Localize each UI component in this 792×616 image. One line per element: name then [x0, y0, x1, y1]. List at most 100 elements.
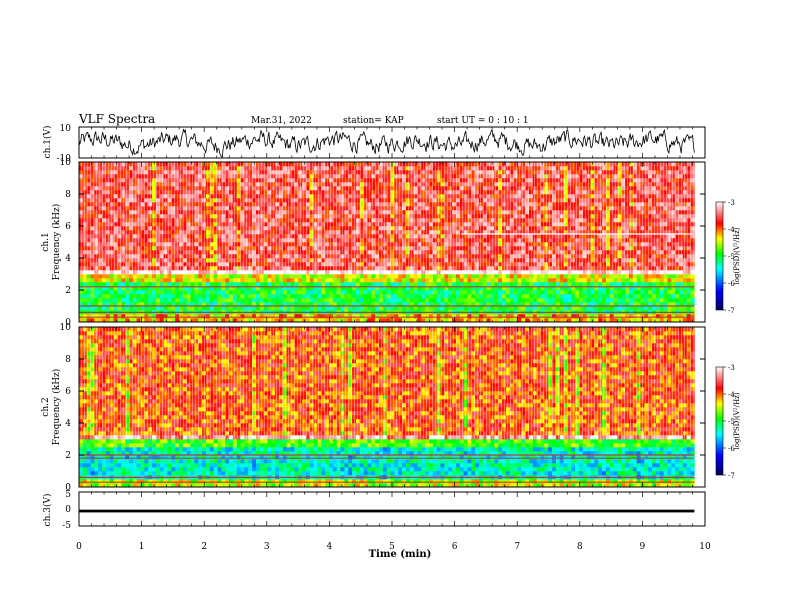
spectrogram-cell	[482, 318, 487, 323]
spectrogram-cell	[548, 298, 553, 303]
spectrogram-cell	[521, 306, 526, 311]
spectrogram-cell	[482, 282, 487, 287]
spectrogram-cell	[505, 286, 511, 291]
spectrogram-cell	[359, 278, 364, 283]
spectrogram-cell	[475, 318, 480, 323]
spectrogram-cell	[86, 306, 91, 311]
spectrogram-cell	[344, 294, 349, 299]
spectrogram-cell	[498, 286, 503, 291]
spectrogram-cell	[117, 298, 122, 303]
spectrogram-cell	[109, 314, 114, 319]
spectrogram-cell	[417, 318, 422, 323]
spectrogram-cell	[232, 318, 237, 323]
spectrogram-cell	[175, 294, 180, 299]
spectrogram-cell	[113, 294, 118, 299]
spectrogram-cell	[275, 278, 280, 283]
spectrogram-cell	[79, 282, 84, 287]
spectrogram-cell	[386, 302, 391, 307]
spectrogram-cell	[455, 302, 461, 307]
spectrogram-cell	[317, 306, 322, 311]
spectrogram-cell	[217, 282, 222, 287]
spectrogram-cell	[398, 302, 403, 307]
spectrogram-cell	[202, 278, 207, 283]
spectrogram-cell	[248, 314, 253, 319]
spectrogram-cell	[502, 318, 507, 323]
spectrogram-cell	[252, 286, 257, 291]
spectrogram-cell	[232, 306, 237, 311]
spectrogram-cell	[82, 282, 87, 287]
spectrogram-cell	[355, 298, 361, 303]
spectrogram-cell	[298, 278, 303, 283]
spectrogram-cell	[525, 302, 530, 307]
spectrogram-cell	[509, 306, 514, 311]
spectrogram-cell	[86, 274, 91, 279]
spectrogram-cell	[544, 314, 549, 319]
spectrogram-cell	[240, 298, 245, 303]
spectrogram-cell	[348, 274, 353, 279]
spectrogram-cell	[490, 290, 495, 295]
spectrogram-cell	[336, 298, 341, 303]
spectrogram-cell	[513, 306, 518, 311]
spectrogram-cell	[290, 278, 295, 283]
spectrogram-cell	[509, 294, 514, 299]
spectrogram-cell	[105, 294, 111, 299]
spectrogram-cell	[444, 306, 449, 311]
spectrogram-cell	[155, 274, 161, 279]
spectrogram-cell	[525, 298, 530, 303]
spectrogram-cell	[540, 298, 545, 303]
spectrogram-cell	[259, 286, 264, 291]
spectrogram-cell	[555, 278, 561, 283]
spectrogram-cell	[221, 314, 226, 319]
spectrogram-cell	[348, 294, 353, 299]
spectrogram-cell	[378, 274, 384, 279]
spectrogram-cell	[117, 302, 122, 307]
spectrogram-cell	[463, 286, 468, 291]
spectrogram-cell	[286, 286, 291, 291]
spectrogram-cell	[244, 282, 249, 287]
spectrogram-cell	[225, 286, 230, 291]
spectrogram-cell	[286, 282, 291, 287]
spectrogram-cell	[159, 294, 164, 299]
spectrogram-cell	[194, 306, 199, 311]
spectrogram-cell	[244, 274, 249, 279]
spectrogram-cell	[455, 298, 461, 303]
spectrogram-cell	[232, 302, 237, 307]
spectrogram-cell	[113, 278, 118, 283]
spectrogram-cell	[475, 290, 480, 295]
spectrogram-cell	[86, 286, 91, 291]
spectrogram-cell	[302, 314, 307, 319]
spectrogram-cell	[555, 306, 561, 311]
spectrogram-cell	[232, 298, 237, 303]
spectrogram-cell	[371, 290, 376, 295]
spectrogram-cell	[532, 302, 537, 307]
spectrogram-cell	[240, 278, 245, 283]
spectrogram-cell	[86, 298, 91, 303]
spectrogram-cell	[425, 318, 430, 323]
spectrogram-cell	[486, 294, 491, 299]
spectrogram-cell	[259, 282, 264, 287]
spectrogram-cell	[302, 282, 307, 287]
spectrogram-cell	[155, 298, 161, 303]
spectrogram-cell	[405, 290, 411, 295]
spectrogram-cell	[382, 278, 387, 283]
spectrogram-cell	[352, 286, 357, 291]
spectrogram-cell	[267, 274, 272, 279]
spectrogram-cell	[540, 302, 545, 307]
spectrogram-cell	[305, 298, 311, 303]
spectrogram-cell	[190, 318, 195, 323]
spectrogram-cell	[267, 314, 272, 319]
spectrogram-cell	[428, 278, 434, 283]
spectrogram-cell	[463, 282, 468, 287]
spectrogram-cell	[305, 290, 311, 295]
spectrogram-cell	[505, 282, 511, 287]
spectrogram-cell	[117, 282, 122, 287]
spectrogram-cell	[198, 274, 203, 279]
spectrogram-cell	[409, 314, 414, 319]
spectrogram-cell	[259, 318, 264, 323]
spectrogram-cell	[228, 314, 234, 319]
spectrogram-cell	[179, 278, 184, 283]
spectrogram-cell	[213, 314, 218, 319]
ch1-ytick-bottom: -10	[57, 154, 72, 164]
spectrogram-cell	[248, 318, 253, 323]
spectrogram-cell	[217, 278, 222, 283]
